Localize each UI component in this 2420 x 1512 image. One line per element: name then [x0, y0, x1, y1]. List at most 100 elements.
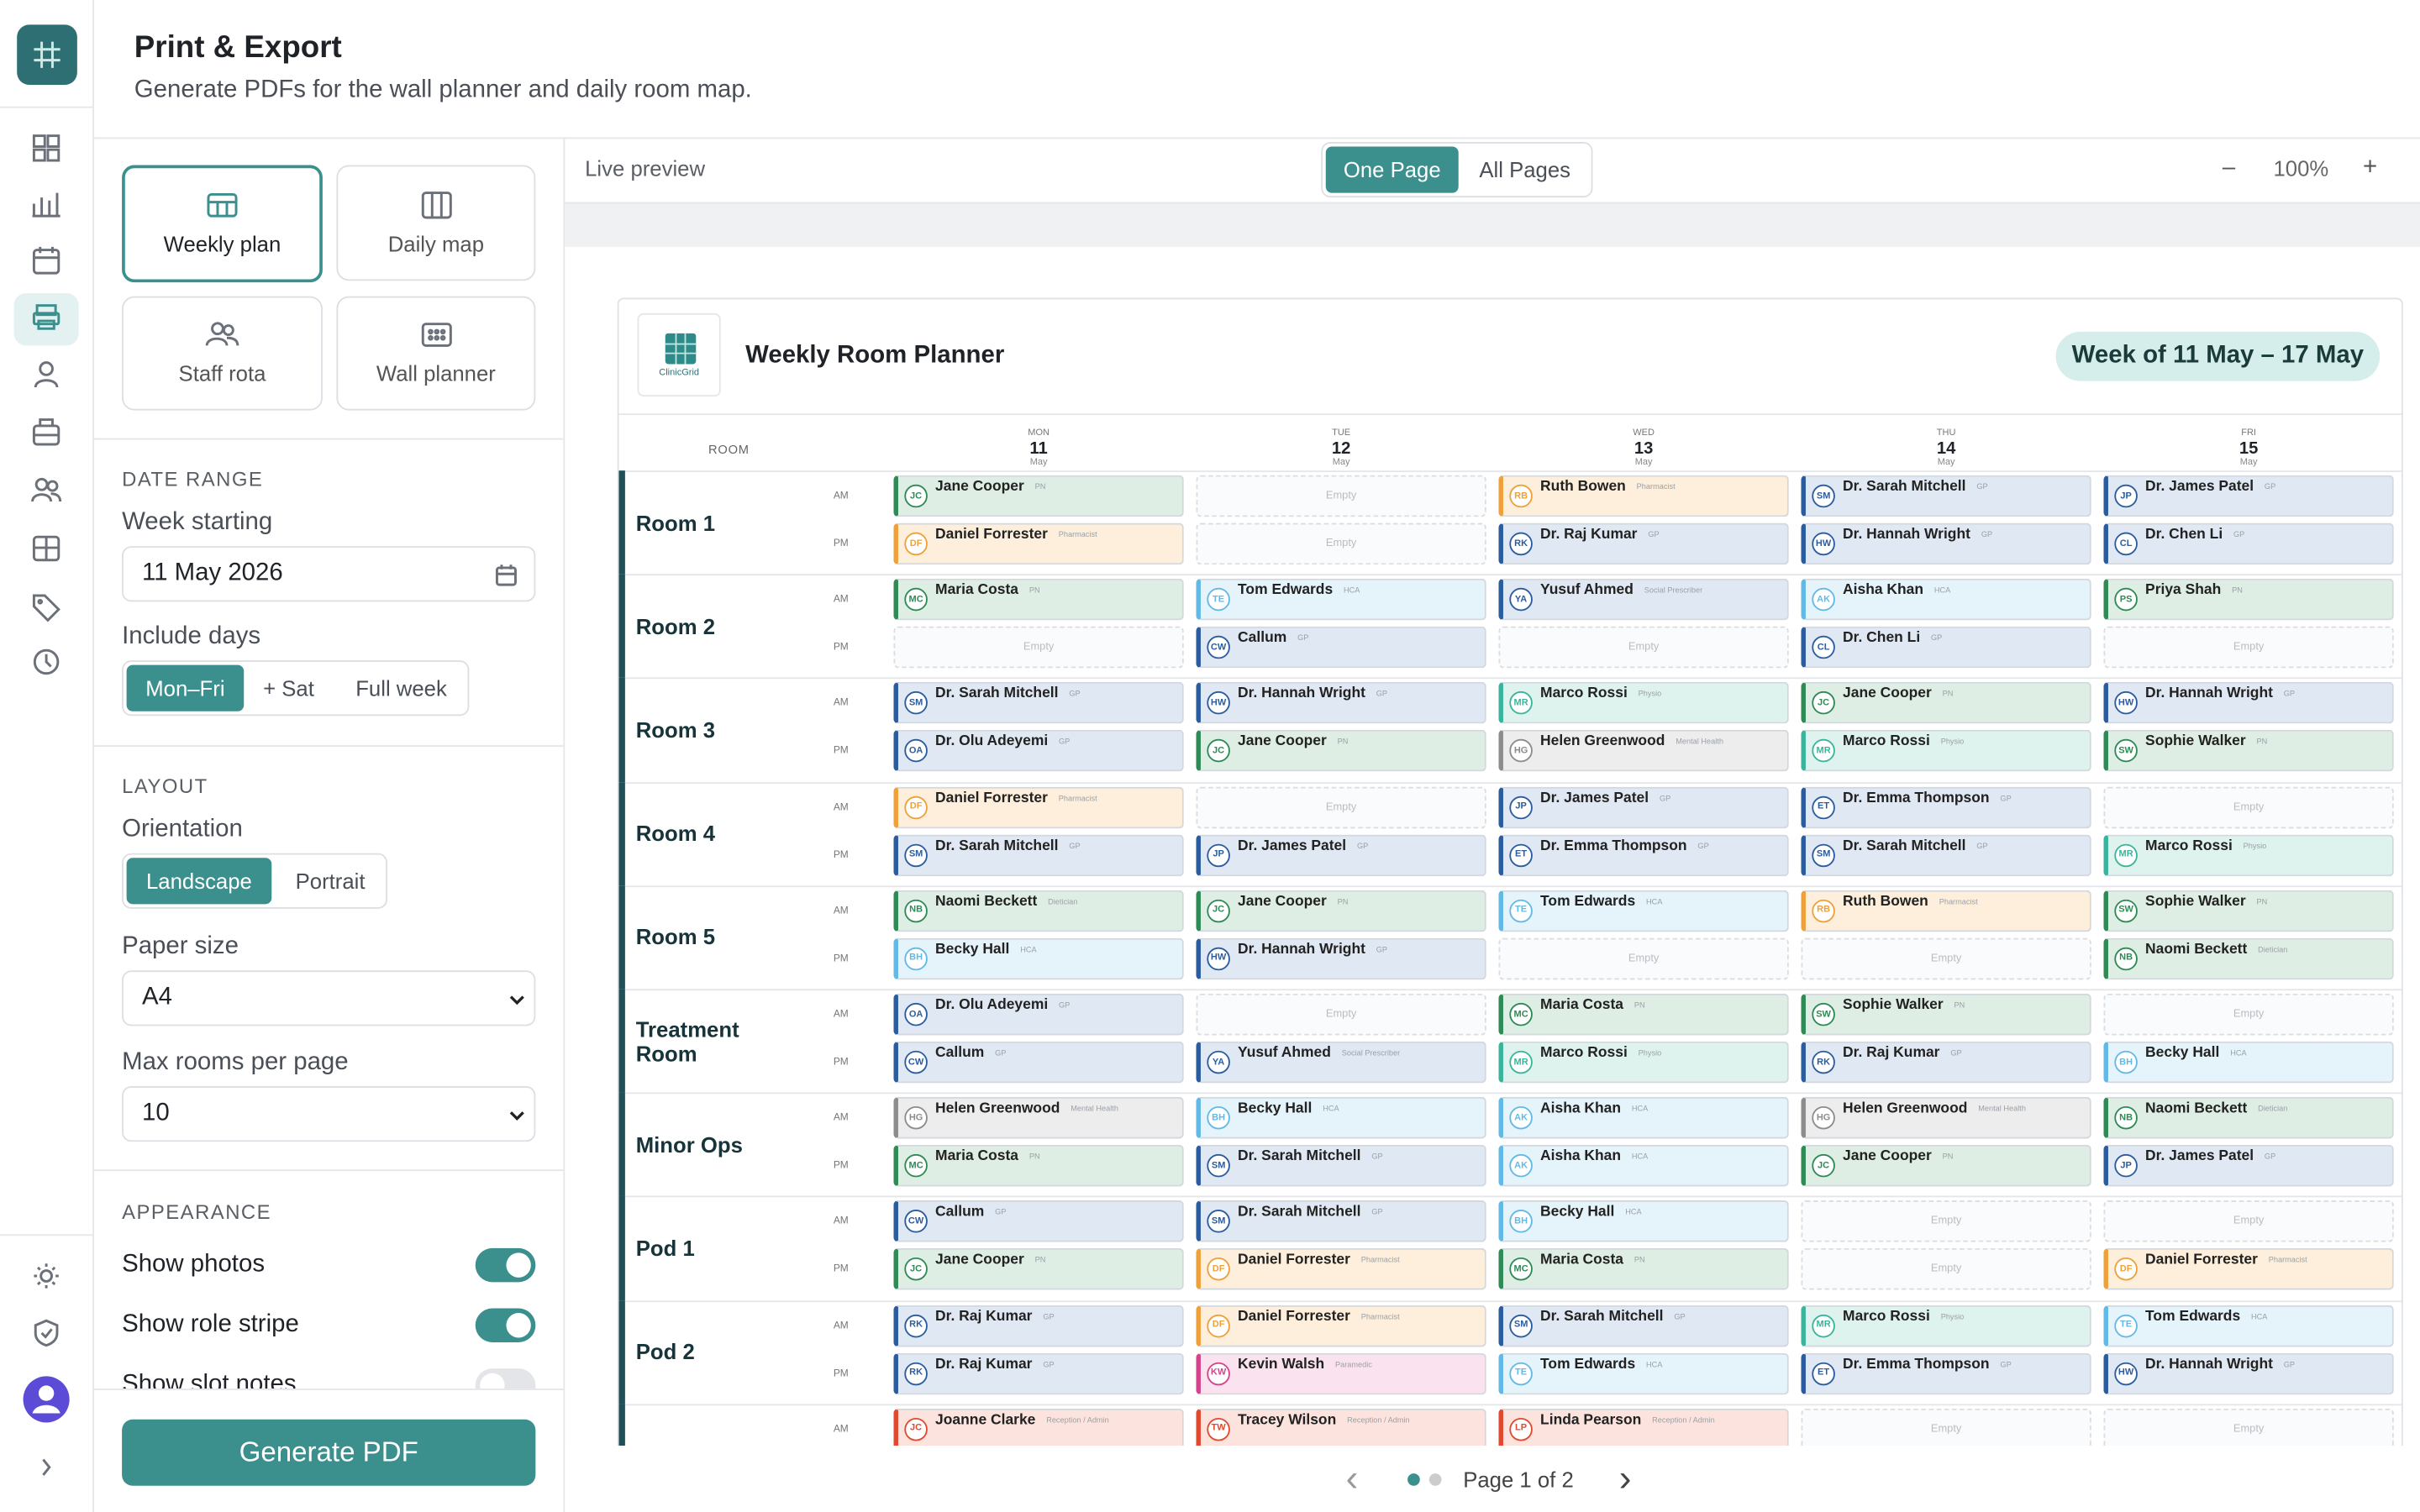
empty-label: Empty [2233, 642, 2265, 654]
staff-role: HCA [1625, 1208, 1642, 1218]
empty-slot: Empty [1801, 1408, 2091, 1446]
field-label: Max rooms per page [122, 1048, 349, 1076]
toggle-label: Show role stripe [122, 1311, 299, 1338]
next-page[interactable]: › [1618, 1457, 1632, 1500]
avatar: RK [904, 1362, 928, 1385]
segment[interactable]: + Sat [263, 675, 314, 701]
staff-role: Paramedic [1335, 1360, 1372, 1370]
day-date: 11 [1029, 439, 1048, 459]
booking: SM Dr. Sarah Mitchell GP [1801, 475, 2091, 517]
sidebar-bottom-icons[interactable] [0, 1252, 92, 1499]
staff-role: Mental Health [1676, 738, 1723, 748]
slot-label: AM [833, 491, 849, 501]
staff-role: PN [1634, 1001, 1645, 1011]
booking: CW Callum GP [893, 1200, 1184, 1243]
booking: SM Dr. Sarah Mitchell GP [893, 682, 1184, 725]
staff-name: Jane Cooper [1843, 1147, 1932, 1166]
room-name: Room 5 [636, 885, 782, 989]
segment[interactable]: Landscape [126, 858, 272, 905]
slot-label: AM [833, 1320, 849, 1331]
toggle[interactable] [475, 1368, 536, 1389]
staff-name: Marco Rossi [1540, 1044, 1628, 1062]
prev-page[interactable]: ‹ [1345, 1457, 1359, 1500]
divider [94, 137, 2420, 139]
booking: CL Dr. Chen Li GP [1801, 627, 2091, 669]
staff-name: Naomi Beckett [2145, 1100, 2248, 1118]
pager: ‹ Page 1 of 2 › [565, 1446, 2420, 1512]
staff-name: Helen Greenwood [1540, 733, 1665, 751]
app-logo[interactable] [17, 24, 77, 86]
avatar: MR [1509, 1050, 1533, 1074]
booking: SM Dr. Sarah Mitchell GP [1498, 1305, 1789, 1347]
toggle[interactable] [475, 1308, 536, 1342]
avatar: HW [1207, 947, 1230, 970]
tab[interactable]: Wall planner [336, 296, 536, 411]
staff-role: PN [1034, 482, 1046, 492]
avatar: JC [1207, 739, 1230, 764]
staff-role: GP [2264, 482, 2276, 492]
avatar: PS [2114, 588, 2138, 612]
empty-label: Empty [1930, 1264, 1962, 1275]
tab[interactable]: Daily map [336, 165, 536, 281]
avatar: JC [1207, 899, 1230, 922]
calendar-icon [495, 564, 517, 586]
slot-label: PM [833, 849, 849, 861]
zoom-level: 100% [2273, 155, 2329, 181]
avatar: CW [904, 1050, 928, 1074]
tab[interactable]: Weekly plan [122, 165, 323, 283]
planner-logo: ClinicGrid [637, 312, 721, 397]
nav-icons[interactable] [0, 123, 92, 695]
avatar: JC [1812, 1154, 1835, 1178]
avatar: DF [1207, 1257, 1230, 1282]
generate-button[interactable]: Generate PDF [122, 1419, 536, 1486]
staff-name: Jane Cooper [1238, 733, 1327, 751]
divider [624, 1299, 2402, 1302]
tab[interactable]: Staff rota [122, 296, 323, 411]
toggle[interactable] [475, 1247, 536, 1283]
staff-role: Physio [1638, 1048, 1662, 1059]
zoom-out[interactable]: – [2222, 154, 2236, 181]
date-input[interactable]: 11 May 2026 [122, 546, 536, 602]
staff-role: GP [1376, 690, 1388, 700]
select[interactable]: 10 [122, 1086, 536, 1142]
planner-page: ClinicGrid Weekly Room Planner Week of 11 … [565, 246, 2420, 1446]
booking: SW Sophie Walker PN [2103, 730, 2394, 773]
staff-role: Pharmacist [1058, 530, 1097, 540]
empty-slot: Empty [1196, 785, 1486, 828]
segmented-control: One Page All Pages [1321, 141, 1593, 198]
staff-name: Dr. Hannah Wright [2145, 1355, 2273, 1373]
staff-name: Helen Greenwood [1843, 1100, 1968, 1118]
empty-label: Empty [1325, 1009, 1357, 1021]
staff-name: Maria Costa [935, 1147, 1018, 1166]
divider [624, 1196, 2402, 1199]
room-name: Minor Ops [636, 1093, 782, 1196]
day-name: TUE [1332, 428, 1351, 438]
booking: TE Tom Edwards HCA [1498, 890, 1789, 932]
booking: CL Dr. Chen Li GP [2103, 522, 2394, 565]
staff-role: GP [1931, 634, 1943, 644]
staff-name: Kevin Walsh [1238, 1355, 1325, 1373]
segment[interactable]: Full week [355, 675, 447, 701]
select[interactable]: A4 [122, 970, 536, 1026]
booking: BH Becky Hall HCA [893, 937, 1184, 979]
tab-icon [207, 192, 238, 218]
segment[interactable]: Portrait [295, 869, 366, 894]
staff-role: Physio [1940, 1312, 1965, 1322]
slot-label: PM [833, 1057, 849, 1068]
booking: ET Dr. Emma Thompson GP [1498, 833, 1789, 876]
zoom-in[interactable]: + [2363, 154, 2378, 181]
segment[interactable]: All Pages [1479, 157, 1571, 182]
avatar: JC [904, 1257, 928, 1282]
booking: KW Kevin Walsh Paramedic [1196, 1352, 1486, 1394]
booking: RK Dr. Raj Kumar GP [893, 1305, 1184, 1347]
avatar: CL [1812, 636, 1835, 659]
segment[interactable]: One Page [1325, 146, 1459, 193]
booking: JP Dr. James Patel GP [2103, 1145, 2394, 1187]
staff-name: Maria Costa [1540, 1252, 1623, 1269]
slot-label: AM [833, 697, 849, 709]
segment[interactable]: Mon–Fri [126, 664, 245, 711]
booking: LP Linda Pearson Reception / Admin [1498, 1408, 1789, 1446]
panel-footer: Generate PDF [94, 1389, 564, 1512]
tab-icon [420, 323, 451, 347]
logo-text: ClinicGrid [659, 368, 700, 379]
